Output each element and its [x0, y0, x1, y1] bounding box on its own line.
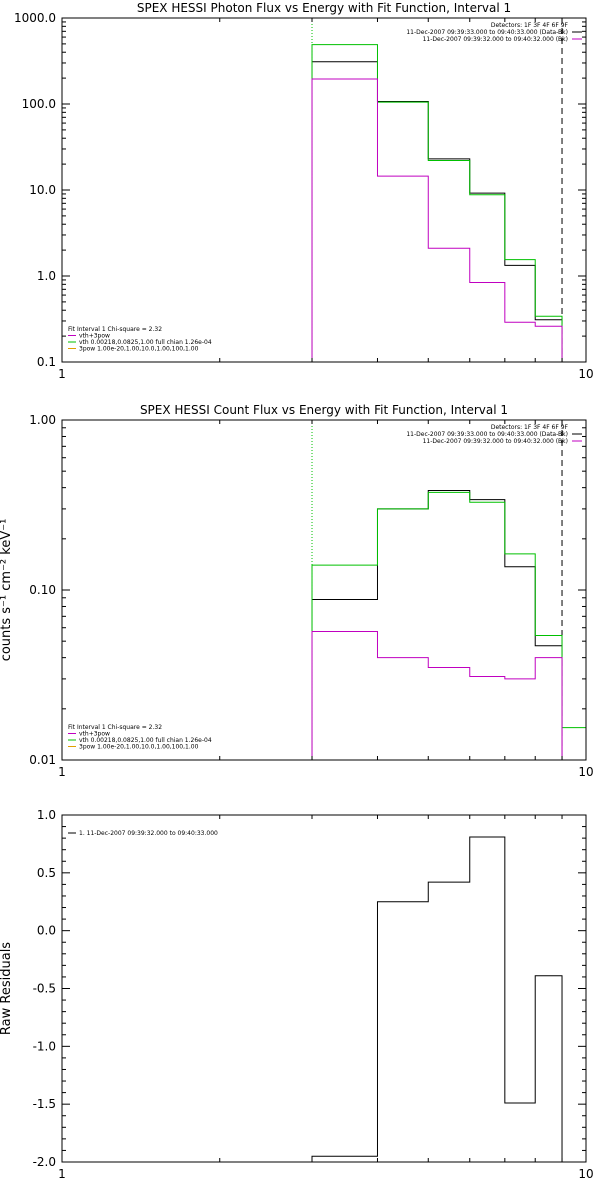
y-tick-label: -2.0: [33, 1155, 56, 1169]
y-tick-label: 0.0: [37, 924, 56, 938]
y-tick-label: -0.5: [33, 982, 56, 996]
legend-left-entry: 1. 11-Dec-2007 09:39:32.000 to 09:40:33.…: [79, 830, 218, 837]
plot-frame: [61, 814, 587, 1163]
plot-frame: [61, 419, 587, 761]
legend-left-entry: vth 0.00218,0.0825,1.00 full chian 1.26e…: [79, 737, 212, 744]
legend-right-entry: 11-Dec-2007 09:39:33.000 to 09:40:33.000…: [406, 431, 568, 438]
y-tick-label: -1.5: [33, 1097, 56, 1111]
legend-left-entry: vth+3pow: [79, 333, 110, 340]
y-tick-label: 10.0: [29, 183, 56, 197]
series-3-line: [311, 78, 563, 362]
y-tick-label: 0.5: [37, 866, 56, 880]
y-axis-label: Raw Residuals: [0, 942, 14, 1035]
legend-right-entry: 11-Dec-2007 09:39:32.000 to 09:40:32.000…: [423, 36, 568, 43]
chart-panel-1: SPEX HESSI Photon Flux vs Energy with Fi…: [14, 1, 594, 381]
series-1-line: [311, 61, 563, 362]
series-1-line: [311, 836, 563, 1162]
x-tick-label: 10: [578, 1167, 593, 1181]
y-tick-label: 100.0: [22, 97, 56, 111]
y-tick-label: 1000.0: [14, 11, 56, 25]
y-tick-label: 0.01: [29, 753, 56, 767]
x-tick-label: 1: [58, 765, 66, 779]
x-tick-label: 10: [578, 367, 593, 381]
y-tick-label: 1.00: [29, 413, 56, 427]
chart-panel-2: SPEX HESSI Count Flux vs Energy with Fit…: [0, 403, 594, 779]
legend-left-entry: vth+3pow: [79, 731, 110, 738]
series-1-line: [311, 489, 563, 760]
y-tick-label: 0.10: [29, 583, 56, 597]
chart-title: SPEX HESSI Photon Flux vs Energy with Fi…: [137, 1, 511, 15]
legend-left-entry: vth 0.00218,0.0825,1.00 full chian 1.26e…: [79, 339, 212, 346]
legend-right-entry: Detectors: 1F 3F 4F 6F 9F: [491, 424, 569, 431]
series-2-line: [311, 44, 563, 362]
legend-left-entry: 3pow 1.00e-20,1.00,10.0,1.00,100,1.00: [79, 346, 199, 353]
legend-right-entry: 11-Dec-2007 09:39:33.000 to 09:40:33.000…: [406, 29, 568, 36]
legend-right-entry: Detectors: 1F 3F 4F 6F 9F: [491, 22, 569, 29]
chart-panel-3: 1 10 -2.0 -1.5 -1.0 -0.5 0.0 0.5 1.0 Raw Residual…: [0, 808, 594, 1181]
x-tick-label: 10: [578, 765, 593, 779]
legend-right-entry: 11-Dec-2007 09:39:32.000 to 09:40:32.000…: [423, 438, 568, 445]
legend-left-entry: Fit Interval 1 Chi-square = 2.32: [68, 724, 162, 731]
y-tick-label: 0.1: [37, 355, 56, 369]
y-tick-label: -1.0: [33, 1039, 56, 1053]
series-2-line: [311, 491, 587, 760]
plot-frame: [61, 17, 587, 363]
series-3-line: [311, 631, 563, 760]
x-tick-label: 1: [58, 1167, 66, 1181]
legend-left-entry: Fit Interval 1 Chi-square = 2.32: [68, 326, 162, 333]
chart-title: SPEX HESSI Count Flux vs Energy with Fit…: [140, 403, 508, 417]
legend-left-entry: 3pow 1.00e-20,1.00,10.0,1.00,100,1.00: [79, 744, 199, 751]
y-tick-label: 1.0: [37, 808, 56, 822]
y-tick-label: 1.0: [37, 269, 56, 283]
x-tick-label: 1: [58, 367, 66, 381]
y-axis-label: counts s⁻¹ cm⁻² keV⁻¹: [0, 519, 14, 662]
